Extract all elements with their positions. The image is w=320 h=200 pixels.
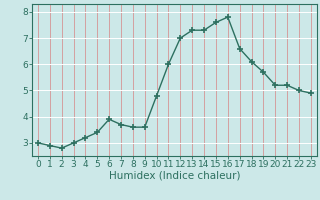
- X-axis label: Humidex (Indice chaleur): Humidex (Indice chaleur): [109, 171, 240, 181]
